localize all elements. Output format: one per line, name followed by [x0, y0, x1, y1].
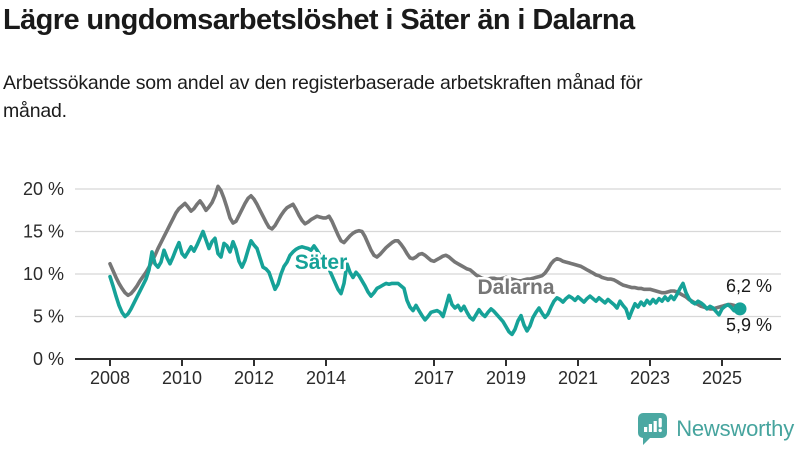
dalarna-end-value-label: 6,2 %: [726, 276, 772, 296]
chart-title: Lägre ungdomsarbetslöshet i Säter än i D…: [3, 4, 635, 36]
newsworthy-bubble-icon: [638, 412, 668, 445]
newsworthy-logo: Newsworthy: [638, 412, 794, 446]
x-axis-tick-label: 2023: [630, 368, 670, 388]
dalarna-line-label: Dalarna: [477, 276, 554, 299]
x-axis-tick-label: 2019: [486, 368, 526, 388]
speech-bubble-shape: [638, 412, 668, 445]
x-axis-tick-label: 2010: [162, 368, 202, 388]
x-axis-tick-label: 2012: [234, 368, 274, 388]
ster-line: [108, 229, 742, 337]
dalarna-line: [108, 184, 742, 311]
ster-end-dot: [733, 302, 747, 316]
y-axis-tick-label: 15 %: [23, 222, 64, 242]
y-axis-tick-label: 20 %: [23, 179, 64, 199]
ster-end-value-label: 5,9 %: [726, 315, 772, 335]
x-axis-tick-label: 2025: [702, 368, 742, 388]
x-axis-tick-label: 2021: [558, 368, 598, 388]
x-axis-tick-label: 2008: [90, 368, 130, 388]
bar-chart-glyph: [644, 417, 663, 432]
chart-subtitle: Arbetssökande som andel av den registerb…: [3, 72, 643, 122]
y-axis-tick-label: 0 %: [33, 349, 64, 369]
brand-name: Newsworthy: [676, 416, 794, 441]
y-axis-tick-label: 5 %: [33, 307, 64, 327]
x-axis-tick-label: 2017: [414, 368, 454, 388]
y-axis-tick-label: 10 %: [23, 264, 64, 284]
x-axis-tick-label: 2014: [306, 368, 346, 388]
ster-line-label: Säter: [295, 251, 348, 274]
